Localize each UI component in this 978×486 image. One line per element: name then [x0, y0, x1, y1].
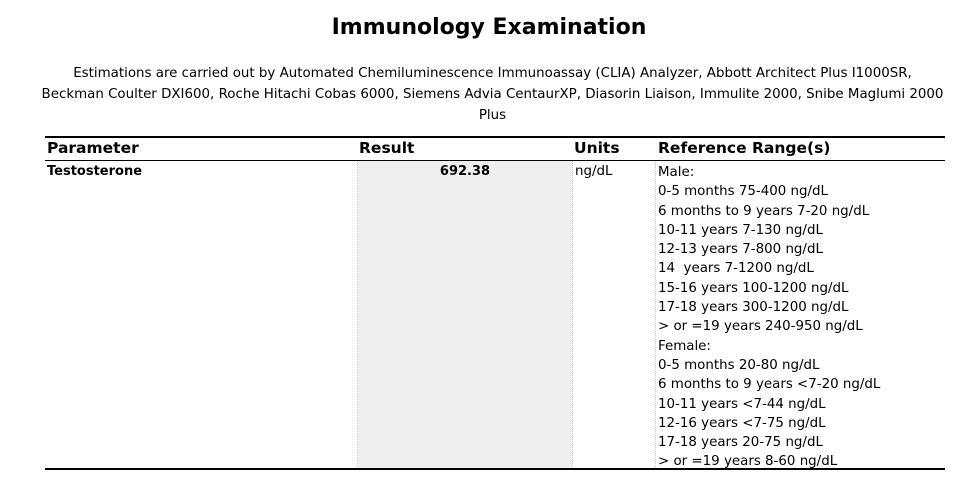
reference-range-line: 15-16 years 100-1200 ng/dL [658, 280, 849, 296]
report-title: Immunology Examination [331, 15, 647, 40]
header-parameter: Parameter [47, 139, 139, 157]
reference-range-line: 17-18 years 300-1200 ng/dL [658, 300, 849, 316]
column-divider [572, 161, 573, 468]
column-divider [655, 161, 656, 468]
reference-range-line: 12-13 years 7-800 ng/dL [658, 242, 823, 258]
table-header-rule [45, 160, 945, 161]
reference-range-line: 0-5 months 20-80 ng/dL [658, 357, 820, 373]
reference-range-line: 10-11 years <7-44 ng/dL [658, 396, 826, 412]
reference-range-line: 0-5 months 75-400 ng/dL [658, 184, 828, 200]
reference-range-line: 10-11 years 7-130 ng/dL [658, 222, 823, 238]
header-units: Units [574, 139, 620, 157]
table-bottom-rule [45, 468, 945, 470]
method-description: Estimations are carried out by Automated… [41, 66, 944, 123]
reference-range-line: > or =19 years 240-950 ng/dL [658, 319, 863, 335]
header-result: Result [359, 139, 415, 157]
reference-range-line: Female: [658, 338, 711, 354]
header-reference-range: Reference Range(s) [658, 139, 831, 157]
column-divider [357, 161, 358, 468]
parameter-name: Testosterone [47, 164, 143, 179]
table-top-rule [45, 136, 945, 138]
reference-range-line: 6 months to 9 years <7-20 ng/dL [658, 377, 881, 393]
result-units: ng/dL [575, 164, 613, 179]
result-value: 692.38 [439, 164, 491, 179]
reference-range-line: Male: [658, 165, 695, 180]
reference-range-line: 14 years 7-1200 ng/dL [658, 261, 814, 277]
reference-range-line: 12-16 years <7-75 ng/dL [658, 415, 826, 431]
reference-range-line: > or =19 years 8-60 ng/dL [658, 454, 838, 470]
reference-range-line: 6 months to 9 years 7-20 ng/dL [658, 203, 870, 219]
reference-range-line: 17-18 years 20-75 ng/dL [658, 435, 823, 451]
reference-range-list: Male: 0-5 months 75-400 ng/dL 6 months to … [658, 163, 943, 472]
result-column-shading [358, 161, 572, 468]
